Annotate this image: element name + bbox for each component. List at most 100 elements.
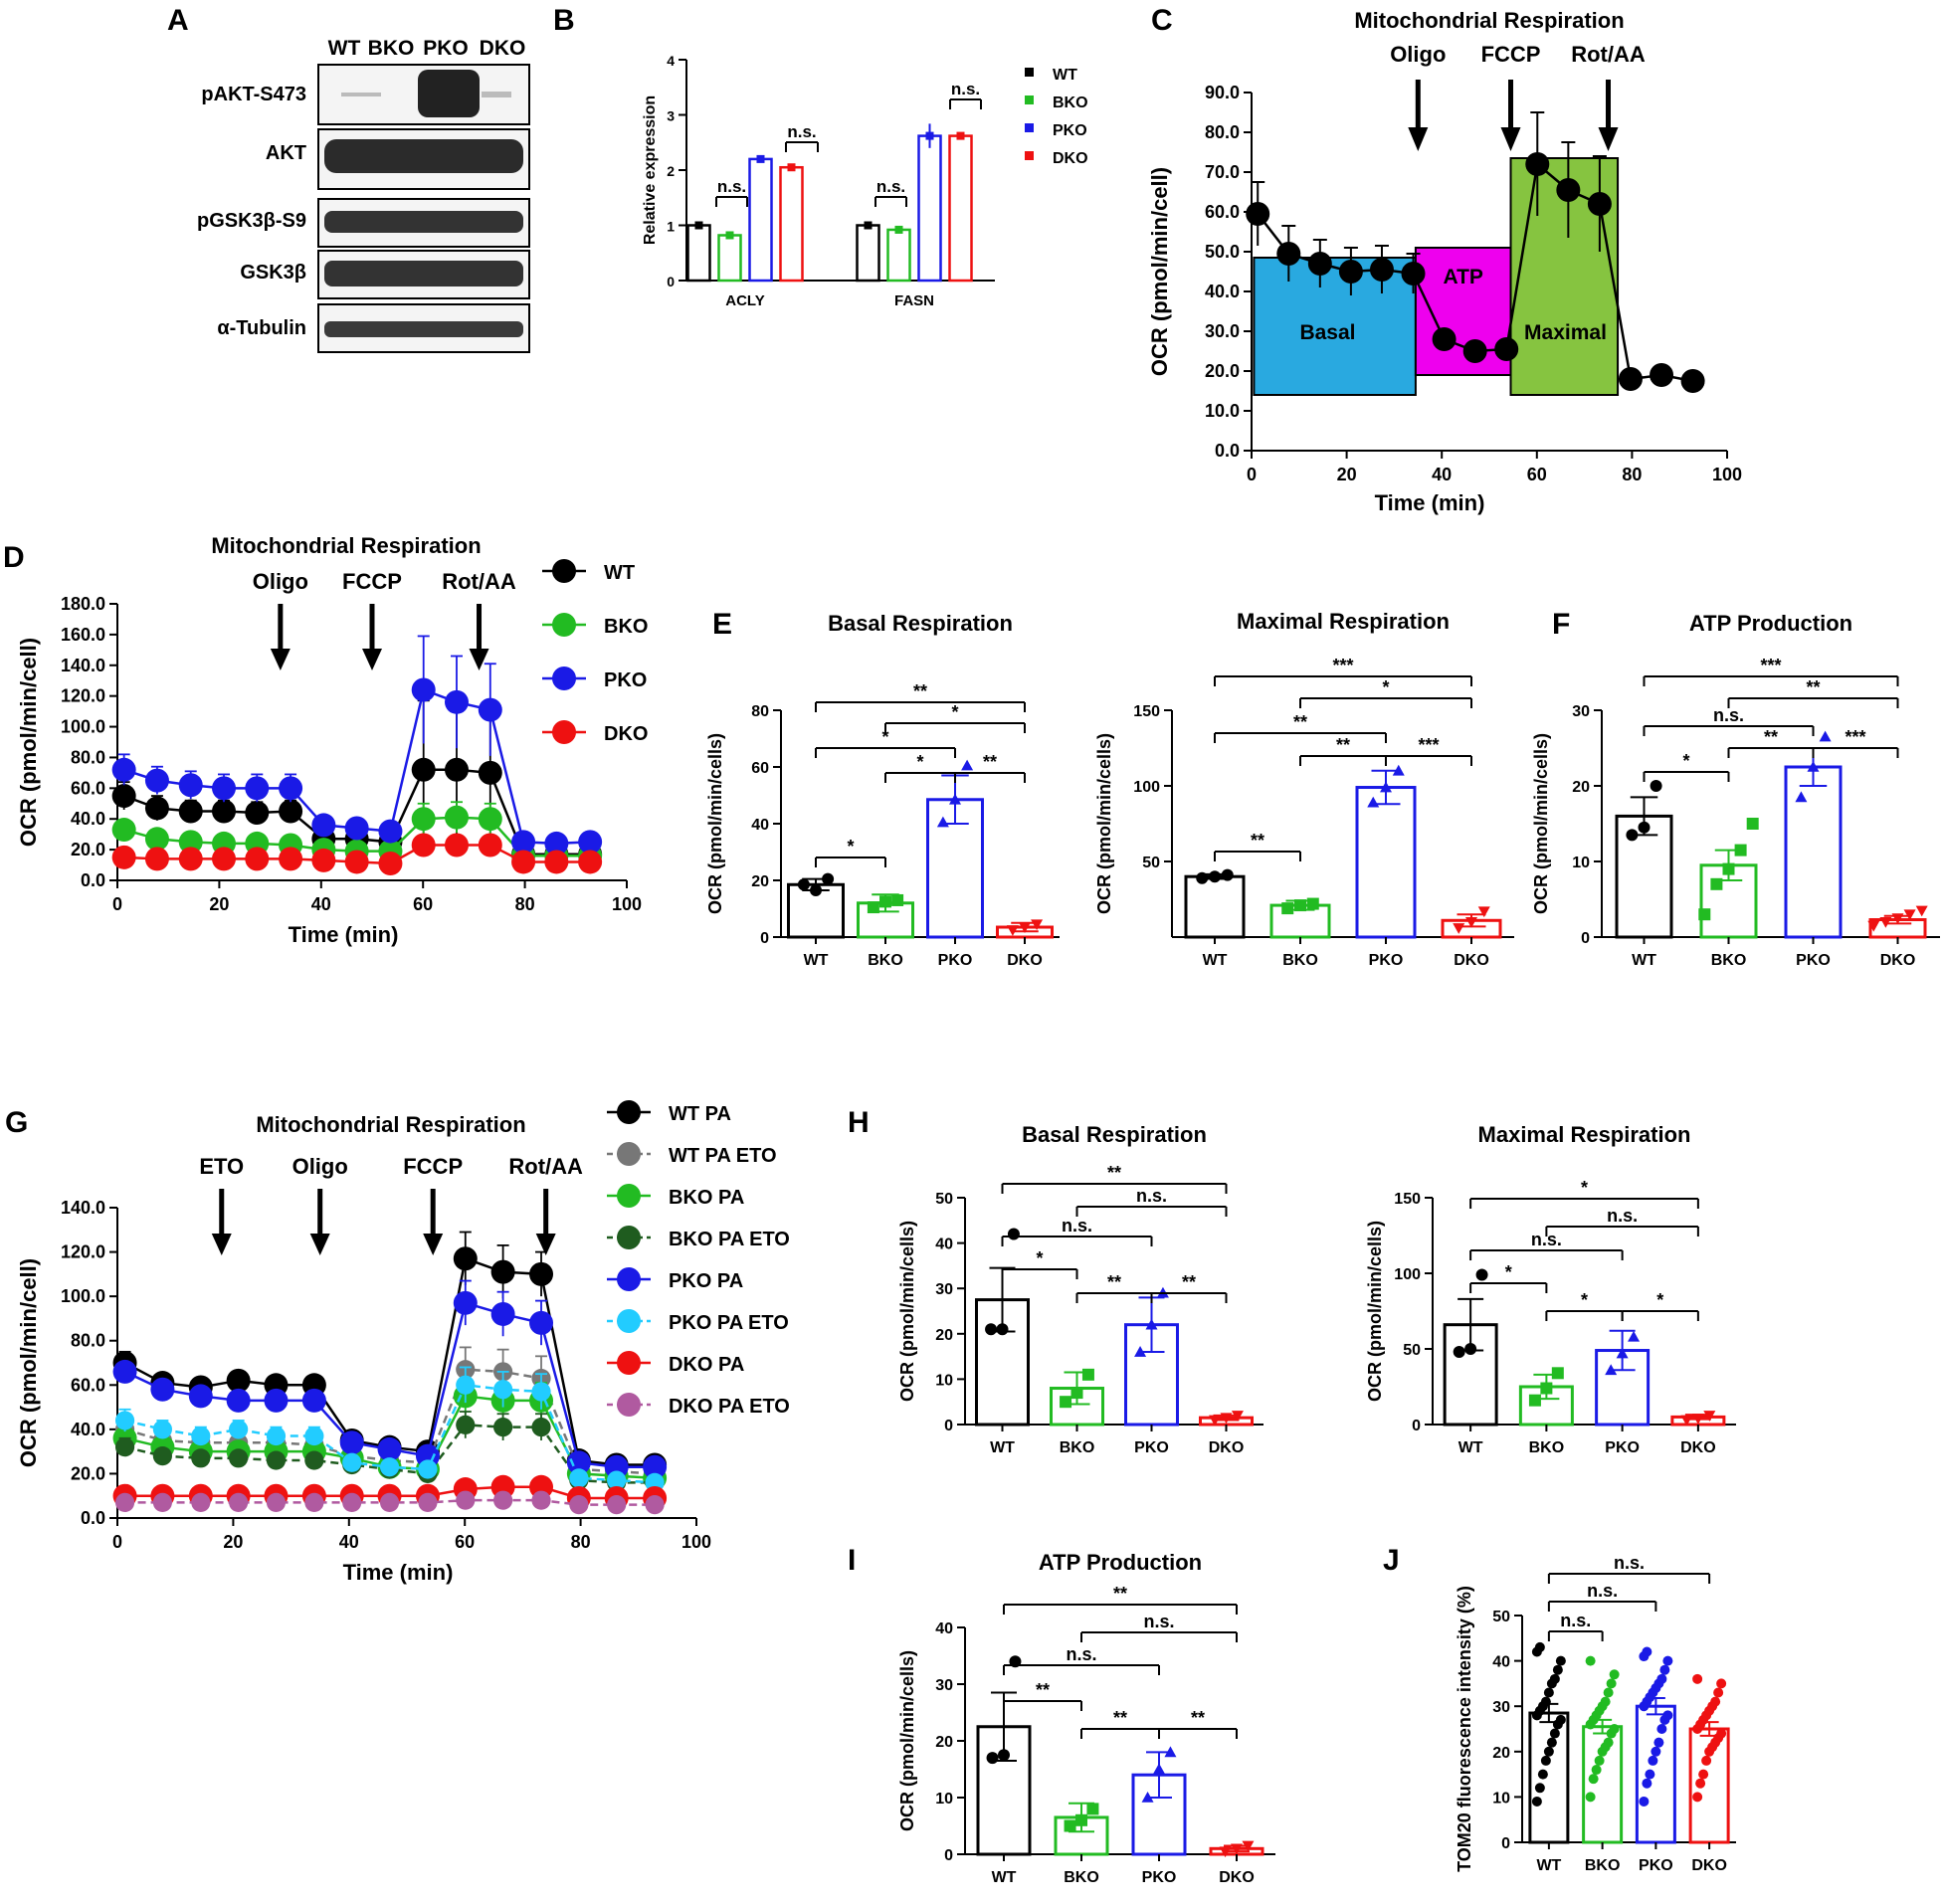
sig-label: ** bbox=[1113, 1584, 1127, 1604]
data-point bbox=[1242, 1840, 1255, 1852]
y-tick-label: 0.0 bbox=[81, 870, 105, 890]
data-point bbox=[490, 1301, 515, 1326]
data-point bbox=[342, 1452, 362, 1472]
data-point bbox=[1701, 1755, 1712, 1766]
data-point bbox=[1903, 909, 1916, 921]
legend-label: WT bbox=[604, 562, 635, 584]
y-tick-label: 90.0 bbox=[1205, 83, 1240, 102]
y-tick-label: 40.0 bbox=[1205, 282, 1240, 301]
data-point bbox=[444, 757, 469, 782]
data-point bbox=[114, 1492, 135, 1512]
legend-label: DKO PA bbox=[669, 1354, 744, 1376]
data-point bbox=[1525, 152, 1550, 176]
data-point bbox=[150, 1377, 175, 1402]
data-point bbox=[304, 1450, 324, 1470]
data-point bbox=[245, 847, 270, 871]
x-tick-label: 60 bbox=[455, 1532, 475, 1552]
data-point bbox=[152, 1420, 172, 1439]
data-point bbox=[1642, 1646, 1652, 1657]
data-point bbox=[1591, 1765, 1602, 1776]
data-point bbox=[478, 807, 502, 832]
y-tick-label: 20.0 bbox=[71, 1463, 105, 1483]
arrow-head bbox=[469, 649, 489, 670]
data-point bbox=[1609, 1724, 1620, 1734]
x-tick-label: 40 bbox=[1432, 465, 1452, 484]
data-point bbox=[1879, 917, 1892, 928]
data-point bbox=[1477, 906, 1490, 918]
chart-E2: Maximal Respiration 50 100 150 OCR (pmol/min… bbox=[1094, 609, 1514, 969]
data-point bbox=[1680, 1415, 1693, 1427]
y-tick-label: 70.0 bbox=[1205, 162, 1240, 182]
data-point bbox=[725, 231, 734, 240]
data-point bbox=[1019, 922, 1031, 934]
data-point bbox=[1638, 821, 1651, 834]
x-tick-label: 0 bbox=[112, 894, 122, 914]
data-point bbox=[144, 827, 169, 852]
data-point bbox=[529, 1261, 554, 1286]
data-point bbox=[1219, 1846, 1232, 1858]
panel-letter-f: F bbox=[1552, 608, 1570, 641]
panel-letters: A B C D E F G H I J bbox=[3, 4, 1570, 1577]
data-point bbox=[531, 1382, 551, 1402]
sig-label: * bbox=[847, 837, 854, 857]
y-tick-label: 50 bbox=[1142, 855, 1160, 871]
western-blot: WT BKO PKO DKO pAKT-S473 AKT pGSK3β-S9 G… bbox=[197, 37, 530, 353]
y-tick-label: 30 bbox=[935, 1677, 953, 1694]
data-point bbox=[1231, 1411, 1244, 1422]
data-point bbox=[266, 1426, 287, 1446]
data-point bbox=[1618, 367, 1643, 391]
data-point bbox=[1609, 1669, 1620, 1680]
legend-label: BKO bbox=[1053, 95, 1088, 111]
sig-label: n.s. bbox=[1531, 1230, 1562, 1249]
x-tick-label: PKO bbox=[1142, 1869, 1177, 1886]
y-tick-label: 80 bbox=[751, 703, 769, 720]
data-point bbox=[511, 850, 536, 874]
data-point bbox=[1703, 1411, 1716, 1422]
arrow-head bbox=[309, 1234, 330, 1255]
data-point bbox=[379, 1457, 400, 1477]
data-point bbox=[112, 1359, 137, 1384]
chart-H1: Basal Respiration 0 10 20 30 40 50 OCR (pmol/mi… bbox=[897, 1122, 1263, 1456]
data-point bbox=[152, 1492, 172, 1512]
data-point bbox=[411, 833, 436, 857]
x-tick-label: BKO bbox=[1282, 952, 1318, 969]
data-point bbox=[1650, 780, 1662, 792]
legend-marker bbox=[552, 613, 576, 637]
x-tick-label: DKO bbox=[1209, 1439, 1245, 1456]
legend-marker bbox=[1025, 95, 1034, 104]
data-point bbox=[1587, 192, 1612, 216]
y-tick-label: 60.0 bbox=[71, 778, 105, 798]
y-tick-label: 30.0 bbox=[1205, 321, 1240, 341]
data-point bbox=[1549, 1673, 1560, 1684]
sig-label: ** bbox=[1336, 735, 1350, 755]
x-tick-label: PKO bbox=[1369, 952, 1404, 969]
data-point bbox=[279, 799, 303, 824]
data-point bbox=[111, 845, 136, 869]
data-point bbox=[1231, 1843, 1243, 1855]
data-point bbox=[1534, 1641, 1545, 1652]
y-tick-label: 2 bbox=[667, 163, 675, 179]
injection-label: Oligo bbox=[1390, 42, 1446, 67]
x-tick-label: 60 bbox=[413, 894, 433, 914]
data-point bbox=[1734, 844, 1747, 857]
data-point bbox=[894, 225, 903, 234]
data-point bbox=[1086, 1803, 1099, 1815]
sig-label: * bbox=[1382, 677, 1389, 697]
sig-label: * bbox=[951, 702, 958, 722]
data-point bbox=[1585, 1655, 1596, 1666]
bar bbox=[779, 165, 804, 283]
y-tick-label: 150 bbox=[1394, 1191, 1421, 1208]
y-tick-label: 10 bbox=[935, 1372, 953, 1389]
sig-label: n.s. bbox=[1607, 1206, 1638, 1226]
sig-label: n.s. bbox=[1614, 1553, 1645, 1573]
data-point bbox=[191, 1426, 211, 1446]
x-axis-label: Time (min) bbox=[289, 922, 399, 947]
bar bbox=[948, 134, 973, 283]
legend-label: WT PA ETO bbox=[669, 1145, 777, 1167]
y-tick-label: 120.0 bbox=[61, 1242, 105, 1262]
data-point bbox=[1543, 1687, 1554, 1698]
chart-G: Mitochondrial Respiration 0.0 20.0 40.0 60.0… bbox=[16, 1100, 790, 1585]
x-tick-label: 40 bbox=[311, 894, 331, 914]
data-point bbox=[1380, 781, 1392, 793]
data-point bbox=[1555, 1714, 1566, 1725]
